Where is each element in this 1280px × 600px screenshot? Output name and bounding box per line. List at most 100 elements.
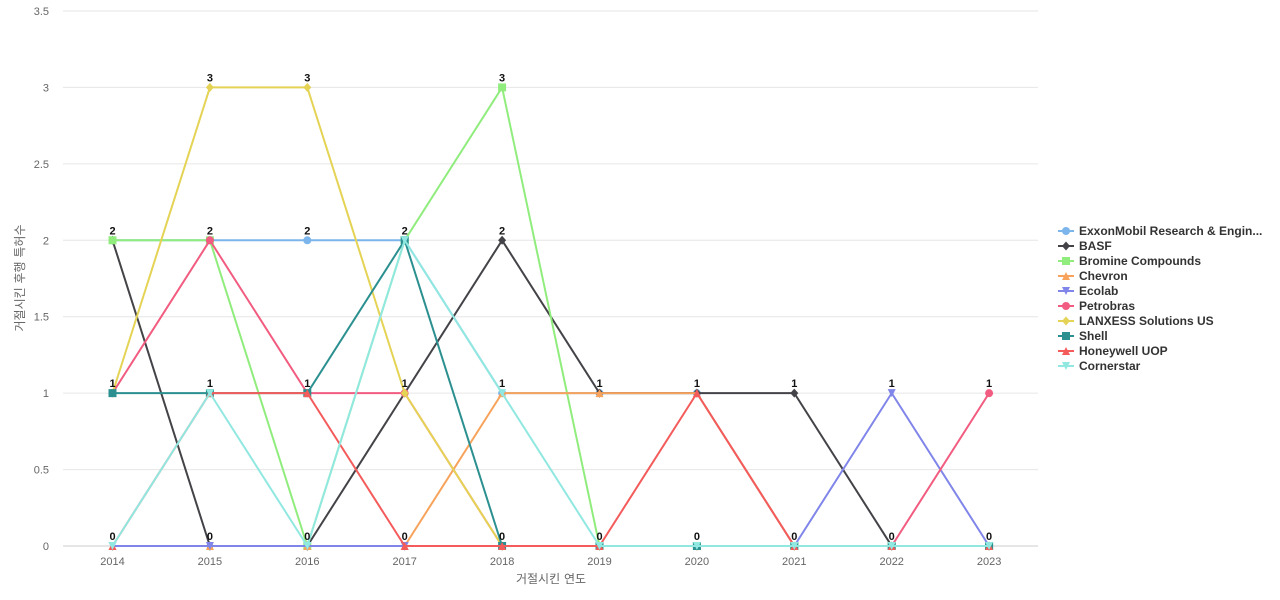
- data-label: 0: [207, 531, 213, 543]
- data-label: 0: [499, 531, 505, 543]
- legend-item[interactable]: Petrobras: [1058, 299, 1135, 313]
- y-axis-ticks: 0 0.5 1 1.5 2 2.5 3 3.5: [34, 6, 49, 553]
- x-tick-label: 2019: [587, 556, 611, 568]
- data-point[interactable]: [400, 236, 409, 245]
- data-point[interactable]: [887, 542, 896, 550]
- data-label: 0: [694, 531, 700, 543]
- data-label: 0: [791, 531, 797, 543]
- data-point[interactable]: [400, 388, 409, 398]
- legend-label: Honeywell UOP: [1079, 344, 1168, 358]
- data-label: 3: [304, 72, 310, 84]
- y-tick-label: 3.5: [34, 6, 49, 18]
- x-tick-label: 2023: [977, 556, 1001, 568]
- legend-marker: [1062, 362, 1070, 370]
- data-label: 1: [304, 378, 310, 390]
- x-tick-label: 2015: [198, 556, 222, 568]
- legend-marker: [1062, 287, 1070, 295]
- y-tick-label: 2: [43, 235, 49, 247]
- data-label: 2: [207, 225, 213, 237]
- data-point[interactable]: [595, 389, 604, 398]
- data-label: 3: [499, 72, 505, 84]
- legend-marker: [1062, 332, 1070, 340]
- data-point[interactable]: [205, 389, 214, 398]
- data-point[interactable]: [303, 82, 312, 92]
- legend: ExxonMobil Research & Engin...BASFBromin…: [1058, 224, 1262, 373]
- legend-label: Chevron: [1079, 269, 1128, 283]
- legend-label: Cornerstar: [1079, 359, 1141, 373]
- data-point[interactable]: [498, 389, 507, 398]
- data-point[interactable]: [303, 542, 312, 550]
- x-axis-ticks: 2014 2015 2016 2017 2018 2019 2020 2021 2022 2023: [100, 546, 1001, 568]
- data-label: 0: [304, 531, 310, 543]
- data-point[interactable]: [205, 542, 214, 550]
- legend-label: Shell: [1079, 329, 1108, 343]
- legend-item[interactable]: Cornerstar: [1058, 359, 1141, 373]
- y-tick-label: 3: [43, 82, 49, 94]
- data-point[interactable]: [108, 236, 117, 245]
- legend-item[interactable]: Ecolab: [1058, 284, 1118, 298]
- x-tick-label: 2021: [782, 556, 806, 568]
- data-point[interactable]: [303, 236, 312, 245]
- data-label: 1: [791, 378, 797, 390]
- data-label: 1: [596, 378, 602, 390]
- data-point[interactable]: [108, 389, 117, 398]
- legend-item[interactable]: Bromine Compounds: [1058, 254, 1201, 268]
- data-point[interactable]: [108, 542, 117, 550]
- legend-marker: [1062, 302, 1070, 310]
- y-tick-label: 1: [43, 388, 49, 400]
- data-point[interactable]: [400, 542, 409, 550]
- legend-marker: [1062, 347, 1070, 355]
- data-point[interactable]: [790, 542, 799, 550]
- legend-label: Petrobras: [1079, 299, 1135, 313]
- data-point[interactable]: [595, 542, 604, 550]
- data-point[interactable]: [692, 542, 701, 550]
- legend-marker: [1062, 241, 1070, 251]
- data-label: 1: [207, 378, 213, 390]
- data-label: 0: [402, 531, 408, 543]
- data-label: 0: [596, 531, 602, 543]
- data-label: 2: [402, 225, 408, 237]
- data-point[interactable]: [303, 389, 312, 398]
- y-axis-title: 거절시킨 후행 특허수: [12, 225, 27, 332]
- series-line: [111, 239, 990, 547]
- data-point[interactable]: [887, 389, 896, 398]
- legend-marker: [1062, 272, 1070, 280]
- x-tick-label: 2020: [685, 556, 709, 568]
- legend-item[interactable]: Chevron: [1058, 269, 1128, 283]
- legend-marker: [1062, 316, 1070, 326]
- data-point[interactable]: [985, 389, 994, 398]
- data-label: 1: [986, 378, 992, 390]
- legend-item[interactable]: LANXESS Solutions US: [1058, 314, 1214, 328]
- legend-label: ExxonMobil Research & Engin...: [1079, 224, 1262, 238]
- data-label: 2: [109, 225, 115, 237]
- legend-item[interactable]: Shell: [1058, 329, 1108, 343]
- x-tick-label: 2022: [879, 556, 903, 568]
- data-label: 1: [694, 378, 700, 390]
- legend-item[interactable]: BASF: [1058, 239, 1112, 253]
- data-label: 3: [207, 72, 213, 84]
- data-point[interactable]: [498, 235, 507, 245]
- x-tick-label: 2018: [490, 556, 514, 568]
- data-labels: 2 1 0 3 2 1 0 3 2 1 0 2 1 0 3 2 1 0 1 0 1 0 1 0 1 0 1 0: [109, 72, 992, 543]
- y-tick-label: 1.5: [34, 312, 49, 324]
- legend-label: BASF: [1079, 239, 1112, 253]
- legend-item[interactable]: Honeywell UOP: [1058, 344, 1168, 358]
- y-tick-label: 2.5: [34, 159, 49, 171]
- data-point[interactable]: [205, 236, 214, 245]
- data-label: 0: [109, 531, 115, 543]
- legend-marker: [1062, 257, 1070, 265]
- data-label: 2: [499, 225, 505, 237]
- data-label: 0: [986, 531, 992, 543]
- data-point[interactable]: [985, 542, 994, 550]
- data-point[interactable]: [205, 82, 214, 92]
- data-point[interactable]: [790, 388, 799, 398]
- data-label: 1: [499, 378, 505, 390]
- series-9: [108, 236, 994, 550]
- series-lines: [108, 82, 994, 551]
- data-point[interactable]: [498, 542, 507, 550]
- legend-label: LANXESS Solutions US: [1079, 314, 1214, 328]
- data-point[interactable]: [498, 83, 507, 92]
- data-point[interactable]: [692, 389, 701, 398]
- legend-item[interactable]: ExxonMobil Research & Engin...: [1058, 224, 1262, 238]
